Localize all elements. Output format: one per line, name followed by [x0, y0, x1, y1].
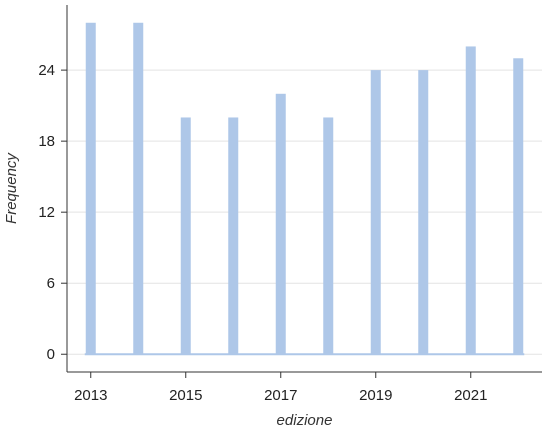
- x-axis-title: edizione: [277, 412, 333, 429]
- bar-2018: [323, 117, 334, 355]
- x-tick-label-0: 2013: [74, 387, 107, 404]
- bar-2016: [228, 117, 239, 355]
- x-tick-label-3: 2019: [359, 387, 392, 404]
- bar-2019: [370, 70, 381, 355]
- y-tick-label-1: 6: [47, 275, 55, 292]
- y-axis-ticks: 0 6 12 18 24: [38, 62, 67, 363]
- y-axis-title: Frequency: [3, 152, 20, 224]
- bar-2014: [133, 22, 144, 355]
- bar-2022: [513, 58, 524, 355]
- x-tick-label-4: 2021: [454, 387, 487, 404]
- y-tick-label-0: 0: [47, 346, 55, 363]
- x-axis-ticks: 2013 2015 2017 2019 2021: [74, 372, 487, 404]
- bar-2017: [275, 93, 286, 355]
- bar-2021: [465, 46, 476, 355]
- x-tick-label-1: 2015: [169, 387, 202, 404]
- x-tick-label-2: 2017: [264, 387, 297, 404]
- y-tick-label-4: 24: [38, 62, 55, 79]
- y-tick-label-2: 12: [38, 204, 55, 221]
- bars: [85, 22, 524, 355]
- bar-2020: [418, 70, 429, 355]
- bar-2013: [85, 22, 96, 355]
- y-tick-label-3: 18: [38, 133, 55, 150]
- bar-2015: [180, 117, 191, 355]
